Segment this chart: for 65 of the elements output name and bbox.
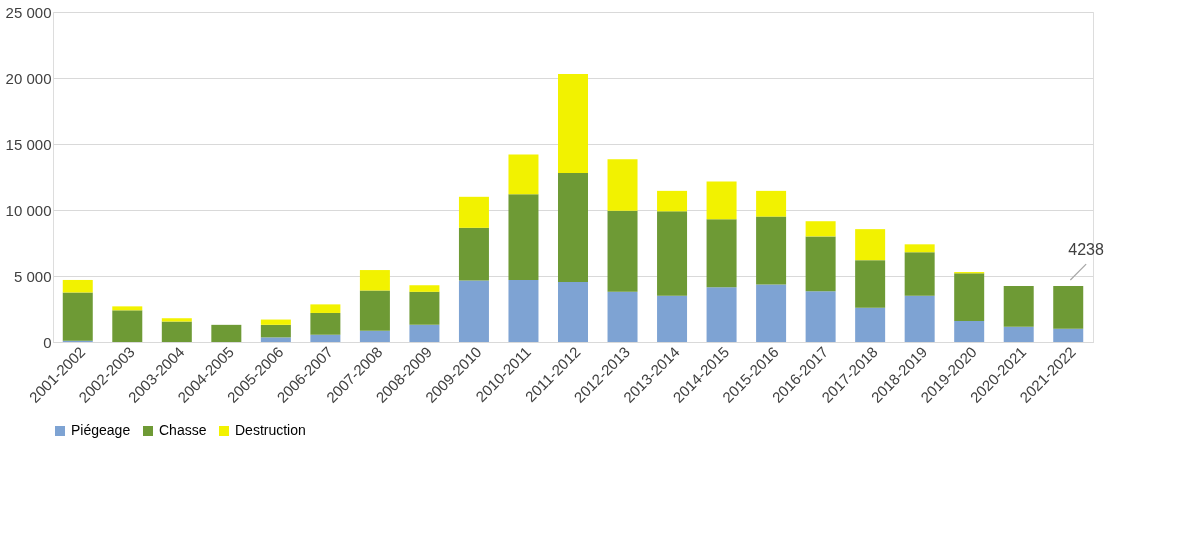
bar (657, 295, 688, 342)
y-tick-label: 5 000 (13, 267, 52, 285)
bar (706, 219, 737, 288)
y-tick-label: 0 (43, 333, 52, 351)
bar (805, 291, 836, 342)
bar (607, 159, 638, 211)
bar (904, 244, 935, 253)
bar (954, 320, 985, 342)
bar (706, 181, 737, 220)
bar (558, 74, 588, 174)
bar (706, 287, 737, 342)
bar (62, 292, 93, 341)
bar (1003, 285, 1034, 327)
bar (260, 319, 291, 325)
legend-label: Destruction (235, 422, 306, 438)
bar (260, 337, 291, 342)
y-tick-label: 10 000 (5, 201, 52, 219)
bar (805, 221, 836, 237)
bar (805, 236, 836, 292)
bar (310, 304, 341, 313)
bar (954, 273, 985, 321)
bar (855, 307, 886, 342)
bar (359, 330, 390, 342)
bar (409, 324, 440, 342)
bar (310, 312, 341, 335)
bar (855, 260, 886, 308)
bar (1053, 286, 1084, 329)
bar (657, 190, 688, 212)
bar (558, 281, 588, 342)
annotation: 4238 (1068, 241, 1104, 259)
bar (607, 291, 638, 342)
legend-label: Chasse (159, 422, 207, 438)
bar (508, 279, 539, 342)
bar (657, 211, 688, 296)
bar (904, 252, 935, 296)
bar (161, 321, 192, 342)
bar (855, 229, 886, 261)
bar (112, 310, 143, 342)
legend-label: Piégeage (71, 422, 131, 438)
bar (508, 154, 539, 195)
bar (458, 196, 489, 228)
bar (409, 291, 440, 325)
bar (1053, 328, 1084, 342)
y-tick-label: 20 000 (5, 69, 52, 87)
bar (904, 295, 935, 342)
bar (260, 324, 291, 338)
bar (359, 270, 390, 291)
bar (211, 324, 242, 342)
bar (310, 334, 341, 342)
bar (112, 306, 143, 311)
bar (508, 194, 539, 280)
bar (62, 279, 93, 293)
bar (607, 210, 638, 292)
bar (558, 173, 588, 282)
bar (161, 318, 192, 322)
bar (458, 280, 489, 342)
y-tick-label: 25 000 (5, 3, 52, 21)
bar (409, 285, 440, 292)
bar (756, 190, 787, 217)
y-tick-label: 15 000 (5, 135, 52, 153)
bar (756, 216, 787, 285)
bar (359, 290, 390, 331)
bar (1003, 326, 1034, 342)
bar (756, 284, 787, 342)
bar (458, 227, 489, 281)
